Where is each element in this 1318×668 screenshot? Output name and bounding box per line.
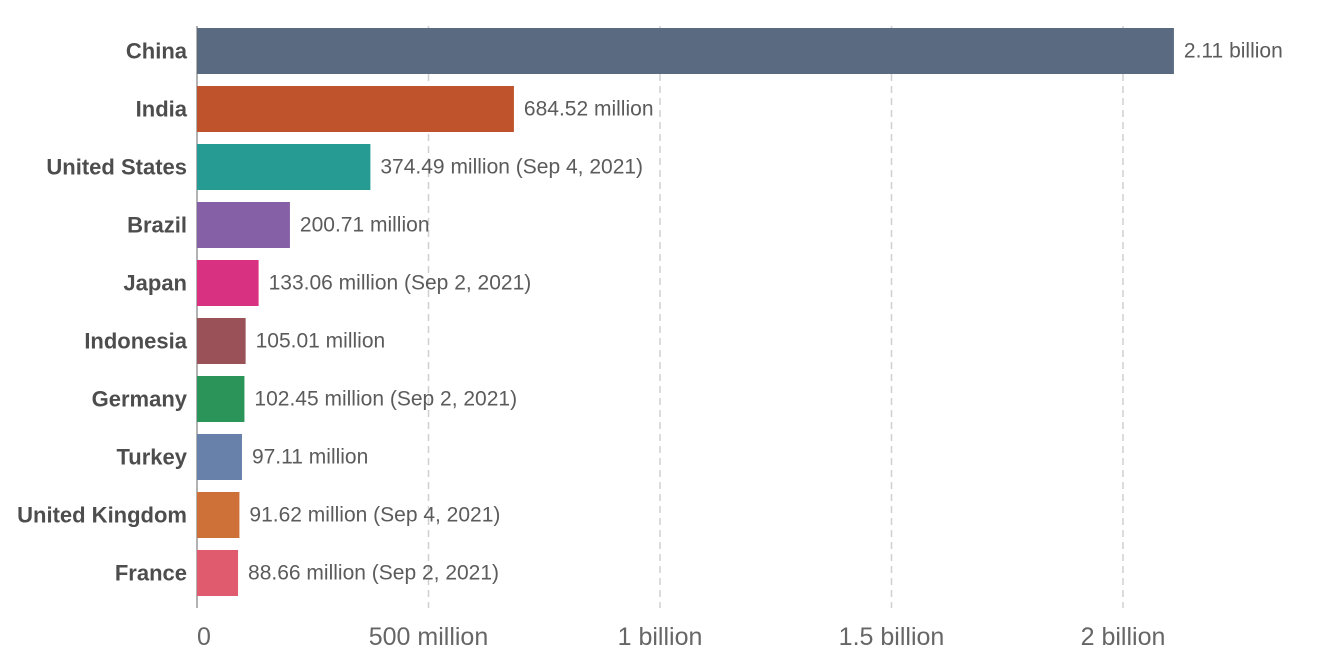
x-tick-label: 1 billion [618, 623, 703, 651]
value-label: 200.71 million [300, 214, 430, 237]
x-tick-label: 500 million [369, 623, 489, 651]
bar [197, 86, 514, 132]
bar [197, 144, 371, 190]
bar [197, 550, 239, 596]
bar [197, 202, 290, 248]
bar [197, 376, 245, 422]
x-tick-label: 2 billion [1081, 623, 1166, 651]
value-label: 374.49 million (Sep 4, 2021) [380, 156, 643, 179]
category-label: China [126, 39, 188, 64]
category-label: Brazil [127, 213, 187, 238]
category-label: Japan [123, 271, 187, 296]
value-label: 88.66 million (Sep 2, 2021) [248, 562, 499, 585]
category-label: United States [46, 155, 187, 180]
value-label: 684.52 million [524, 98, 654, 121]
category-label: Turkey [116, 445, 187, 470]
category-label: France [115, 561, 187, 586]
value-label: 91.62 million (Sep 4, 2021) [249, 504, 500, 527]
value-labels: 2.11 billion 684.52 million 374.49 million… [248, 40, 1283, 585]
bar [197, 492, 240, 538]
bar [197, 260, 259, 306]
value-label: 133.06 million (Sep 2, 2021) [269, 272, 532, 295]
value-label: 102.45 million (Sep 2, 2021) [254, 388, 517, 411]
bars [197, 28, 1174, 596]
x-axis-ticks: 0 500 million 1 billion 1.5 billion 2 billio… [197, 623, 1165, 651]
category-label: Germany [92, 387, 188, 412]
x-tick-label: 0 [197, 623, 211, 651]
bar [197, 28, 1174, 74]
category-label: United Kingdom [17, 503, 187, 528]
x-tick-label: 1.5 billion [839, 623, 945, 651]
category-label: Indonesia [84, 329, 187, 354]
category-labels: China India United States Brazil Japan Indone… [17, 39, 188, 586]
value-label: 97.11 million [252, 446, 368, 469]
bar [197, 434, 242, 480]
bar [197, 318, 246, 364]
category-label: India [136, 97, 188, 122]
value-label: 105.01 million [256, 330, 386, 353]
value-label: 2.11 billion [1184, 40, 1283, 63]
